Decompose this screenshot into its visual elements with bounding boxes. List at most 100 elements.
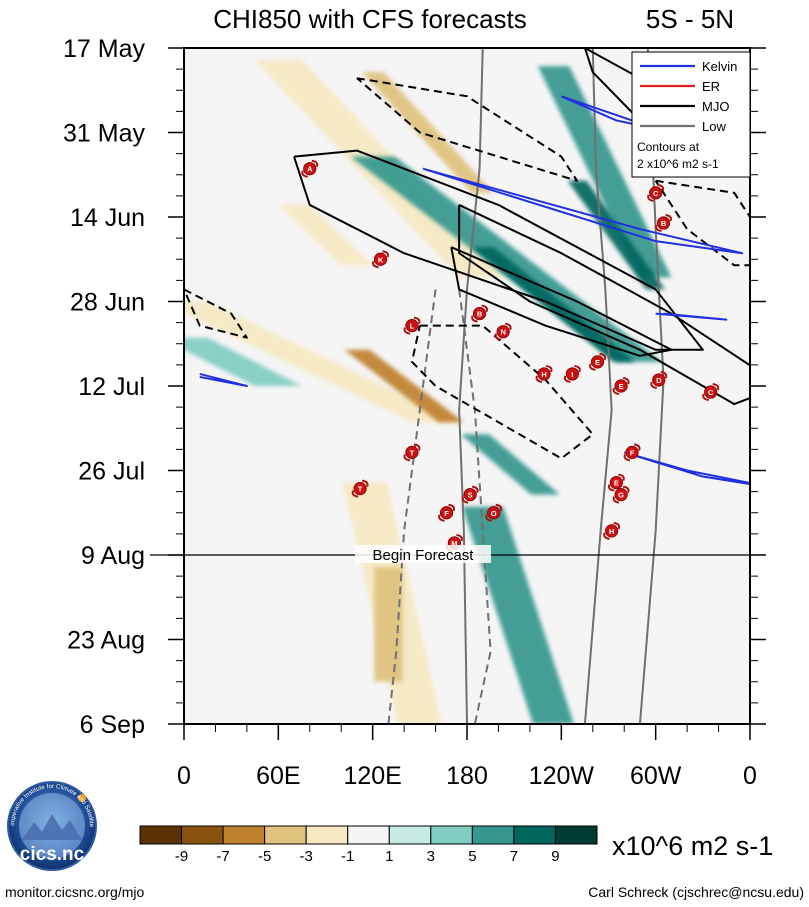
mjo-contour-2	[458, 204, 750, 406]
colorbar-swatch-0	[139, 825, 183, 845]
legend-label-low: Low	[702, 119, 726, 134]
storm-tail-top-24	[613, 521, 621, 530]
storm-disc-5	[373, 252, 388, 266]
storm-tail-bottom-24	[603, 532, 610, 540]
storm-tail-top-23	[456, 533, 463, 542]
y-tick-label-0: 17 May	[63, 35, 145, 63]
storm-tail-bottom-9	[589, 363, 596, 371]
footer-url: monitor.cicsnc.org/mjo	[5, 884, 144, 900]
storm-marker-13: E	[612, 377, 630, 395]
colorbar-label-6: 3	[427, 848, 435, 865]
storm-label-22: O	[491, 509, 497, 518]
colorbar-label-1: -7	[216, 848, 229, 865]
storm-marker-22: O	[485, 503, 503, 522]
storm-tail-top-10	[545, 364, 553, 373]
storm-label-17: E	[614, 479, 619, 488]
colorbar-label-2: -5	[258, 848, 271, 865]
storm-tail-bottom-3	[647, 194, 654, 202]
colorbar-label-7: 5	[468, 848, 476, 865]
colorbar-units: x10^6 m2 s-1	[612, 831, 773, 861]
x-tick-label-4: 120W	[529, 762, 595, 790]
forecast-label: Begin Forecast	[373, 547, 475, 564]
storm-disc-2	[303, 162, 317, 176]
kelvin-contour-2	[655, 312, 728, 321]
storm-label-23: M	[451, 539, 457, 548]
storm-label-7: L	[410, 322, 415, 331]
y-tick-label-7: 23 Aug	[67, 627, 145, 655]
anomaly-band-12	[567, 180, 666, 290]
storm-tail-top-20	[622, 485, 630, 494]
anomaly-band-11	[374, 567, 403, 682]
storm-tail-top-2	[311, 159, 319, 168]
colorbar-swatch-6	[388, 825, 432, 845]
storm-disc-22	[487, 506, 501, 520]
storm-marker-9: E	[589, 352, 606, 371]
storm-disc-14	[704, 385, 718, 399]
storm-tail-top-19	[471, 485, 479, 494]
low-contour-dashed-0	[387, 289, 437, 724]
storm-tail-top-21	[448, 503, 455, 512]
storm-label-24: H	[609, 527, 614, 536]
storm-tail-bottom-8	[494, 333, 502, 341]
storm-marker-14: C	[702, 383, 720, 402]
colorbar-label-4: -1	[341, 848, 354, 865]
anomaly-band-4	[184, 301, 460, 423]
low-contour-1	[583, 48, 613, 724]
y-tick-label-1: 31 May	[63, 120, 145, 148]
x-axis: 0 60E 120E 180 120W 60W 0	[177, 724, 757, 790]
forecast-label-background	[355, 545, 491, 563]
low-contour-dashed-1	[458, 289, 492, 724]
y-tick-label-2: 14 Jun	[70, 204, 145, 232]
storm-label-20: G	[618, 491, 624, 500]
storm-tail-bottom-14	[702, 393, 709, 402]
storm-disc-3	[649, 186, 663, 200]
storm-disc-8	[496, 325, 510, 339]
storm-tail-top-22	[495, 503, 503, 512]
legend-box	[631, 51, 751, 178]
y-tick-label-4: 12 Jul	[78, 373, 145, 401]
storm-tail-bottom-4	[655, 224, 662, 233]
storm-marker-16: T	[403, 443, 421, 462]
footer-credit: Carl Schreck (cjschrec@ncsu.edu)	[588, 884, 804, 900]
storm-tail-top-13	[622, 377, 630, 385]
y-axis: 17 May 31 May 14 Jun 28 Jun 12 Jul 26 Jul 9 Au…	[63, 35, 766, 739]
x-tick-label-3: 180	[446, 762, 488, 790]
mjo-contour-dashed-1	[654, 179, 750, 267]
colorbar-swatch-2	[222, 825, 266, 845]
anomaly-band-2	[278, 204, 373, 266]
storm-label-9: E	[595, 358, 600, 367]
logo-text: cics.nc	[20, 844, 85, 865]
storm-disc-13	[614, 379, 628, 393]
anomaly-layer	[184, 60, 672, 724]
x-tick-label-5: 60W	[630, 762, 682, 790]
low-contour-0	[458, 48, 484, 724]
storm-tail-top-7	[413, 316, 421, 325]
storm-marker-3: C	[647, 183, 665, 202]
anomaly-band-9	[361, 72, 494, 193]
storm-marker-19: S	[461, 485, 479, 504]
storm-tail-top-17	[618, 473, 625, 481]
colorbar-swatch-9	[513, 825, 556, 845]
storm-marker-4: B	[655, 214, 672, 233]
storm-tail-top-9	[599, 352, 606, 361]
anomaly-band-13	[344, 349, 464, 423]
storm-disc-16	[405, 445, 419, 459]
colorbar-swatch-3	[264, 825, 307, 845]
storm-disc-9	[590, 355, 605, 369]
storm-label-16: T	[410, 448, 415, 457]
storm-marker-21: F	[438, 503, 455, 522]
y-tick-label-6: 9 Aug	[81, 542, 145, 570]
storm-marker-5: K	[372, 250, 389, 269]
mjo-contour-1	[293, 149, 704, 351]
storm-marker-11: I	[563, 364, 581, 383]
x-tick-label-0: 0	[177, 762, 191, 790]
anomaly-band-6	[537, 66, 672, 278]
legend-note-line2: 2 x10^6 m2 s-1	[637, 157, 719, 171]
storm-tail-bottom-21	[438, 514, 445, 522]
anomaly-band-1	[184, 337, 302, 386]
legend-label-mjo: MJO	[702, 99, 729, 114]
y-tick-label-8: 6 Sep	[80, 711, 145, 739]
storm-marker-10: H	[535, 364, 553, 383]
colorbar-swatch-8	[471, 825, 515, 845]
colorbar-swatch-4	[305, 825, 349, 845]
